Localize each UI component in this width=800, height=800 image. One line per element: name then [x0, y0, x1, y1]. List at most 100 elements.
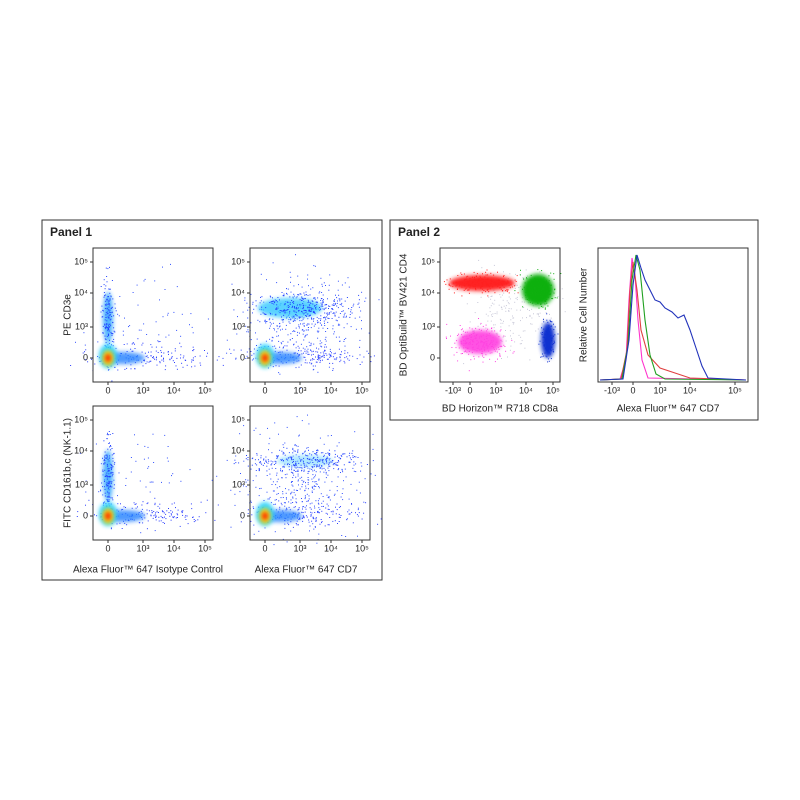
event-dot	[288, 321, 290, 323]
event-dot	[537, 281, 539, 283]
event-dot	[230, 489, 232, 491]
event-dot	[146, 513, 148, 515]
event-dot	[290, 291, 292, 293]
event-dot	[319, 291, 321, 293]
event-dot	[261, 306, 263, 308]
event-dot	[156, 356, 157, 358]
event-dot	[491, 330, 493, 332]
event-dot	[123, 506, 125, 508]
event-dot	[529, 314, 531, 316]
event-dot	[302, 515, 304, 517]
event-dot	[172, 516, 174, 518]
event-dot	[327, 467, 329, 469]
event-dot	[308, 285, 309, 287]
event-dot	[463, 340, 465, 341]
event-dot	[327, 358, 329, 360]
event-dot	[539, 340, 541, 342]
event-dot	[548, 352, 550, 354]
event-dot	[245, 481, 247, 483]
event-dot	[138, 329, 140, 331]
event-dot	[319, 460, 321, 462]
event-dot	[302, 307, 304, 309]
event-dot	[509, 273, 511, 275]
event-dot	[550, 284, 552, 286]
event-dot	[322, 452, 324, 454]
event-dot	[250, 351, 252, 352]
event-dot	[462, 282, 464, 284]
event-dot	[490, 305, 492, 307]
event-dot	[492, 345, 493, 347]
event-dot	[296, 296, 298, 298]
event-dot	[304, 336, 306, 338]
event-dot	[167, 312, 169, 314]
event-dot	[481, 278, 483, 280]
event-dot	[486, 343, 488, 345]
event-dot	[280, 459, 282, 461]
event-dot	[307, 318, 309, 320]
density	[277, 455, 333, 467]
event-dot	[360, 310, 362, 312]
event-dot	[324, 344, 326, 346]
event-dot	[534, 288, 535, 290]
event-dot	[145, 363, 147, 365]
event-dot	[273, 328, 275, 329]
event-dot	[546, 319, 548, 321]
event-dot	[185, 515, 187, 517]
event-dot	[168, 512, 170, 514]
event-dot	[266, 491, 268, 493]
x-tick-label: -10³	[604, 385, 620, 395]
event-dot	[487, 347, 488, 349]
event-dot	[318, 348, 320, 350]
event-dot	[105, 311, 107, 313]
density-plot	[443, 259, 566, 372]
event-dot	[510, 345, 512, 347]
event-dot	[361, 320, 362, 322]
event-dot	[124, 522, 126, 524]
event-dot	[159, 361, 161, 363]
event-dot	[292, 461, 294, 463]
event-dot	[312, 487, 313, 489]
event-dot	[278, 365, 280, 367]
event-dot	[505, 350, 507, 352]
event-dot	[494, 313, 496, 314]
event-dot	[247, 494, 249, 496]
event-dot	[297, 353, 298, 355]
event-dot	[255, 300, 257, 302]
event-dot	[337, 300, 338, 302]
event-dot	[345, 337, 347, 339]
event-dot	[546, 290, 547, 292]
event-dot	[317, 337, 319, 339]
event-dot	[110, 314, 111, 316]
event-dot	[348, 513, 350, 515]
event-dot	[288, 452, 290, 454]
event-dot	[251, 354, 253, 356]
event-dot	[333, 300, 335, 302]
event-dot	[112, 345, 114, 347]
event-dot	[464, 335, 466, 337]
event-dot	[338, 506, 340, 508]
event-dot	[316, 451, 318, 453]
event-dot	[160, 351, 162, 353]
event-dot	[313, 358, 315, 360]
event-dot	[333, 463, 335, 465]
event-dot	[324, 322, 325, 324]
event-dot	[328, 308, 329, 309]
event-dot	[169, 515, 171, 517]
event-dot	[276, 487, 278, 489]
event-dot	[303, 466, 305, 468]
event-dot	[343, 360, 345, 362]
event-dot	[315, 486, 317, 487]
event-dot	[553, 292, 555, 294]
event-dot	[281, 450, 283, 452]
event-dot	[199, 355, 201, 357]
event-dot	[541, 327, 542, 329]
event-dot	[286, 349, 288, 351]
event-dot	[315, 459, 317, 461]
event-dot	[324, 338, 326, 340]
event-dot	[299, 316, 301, 318]
event-dot	[323, 320, 325, 322]
event-dot	[359, 364, 361, 365]
event-dot	[284, 454, 286, 456]
event-dot	[293, 302, 295, 304]
event-dot	[553, 351, 555, 353]
